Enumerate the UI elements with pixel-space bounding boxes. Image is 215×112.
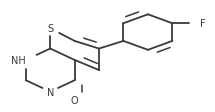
Text: O: O (71, 96, 78, 106)
Text: NH: NH (11, 55, 26, 65)
Text: N: N (46, 87, 54, 97)
Text: S: S (47, 24, 53, 34)
Text: F: F (200, 19, 206, 29)
